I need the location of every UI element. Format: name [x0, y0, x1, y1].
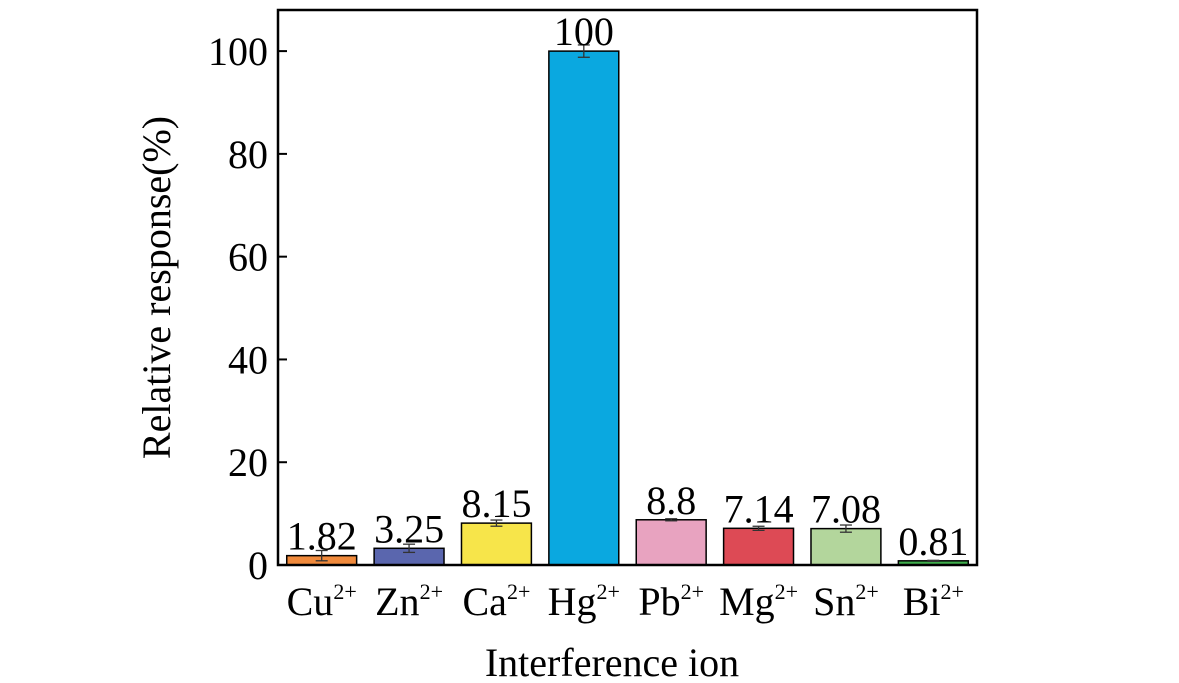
error-bar	[839, 524, 852, 533]
error-bar	[577, 44, 590, 58]
error-bar	[927, 559, 940, 563]
bar-hg	[548, 50, 620, 566]
y-tick-label: 40	[228, 337, 268, 382]
value-label: 1.82	[287, 514, 357, 559]
error-bar	[752, 525, 765, 532]
value-label: 7.08	[811, 487, 881, 532]
bar-ca	[460, 522, 533, 566]
value-label: 7.14	[724, 486, 794, 531]
bar-sn	[810, 527, 882, 566]
x-axis-category-labels: Cu2+ Zn2+ Ca2+ Hg2+ Pb2+ Mg2+ Sn2+ Bi2+	[287, 579, 964, 624]
y-tick-label: 60	[228, 235, 268, 280]
category-label: Hg2+	[548, 579, 620, 624]
error-bars-layer	[315, 44, 940, 563]
bar-pb	[635, 519, 707, 566]
error-bar	[490, 519, 503, 527]
y-tick-label: 80	[228, 132, 268, 177]
y-axis-title: Relative response(%)	[134, 116, 179, 459]
error-bar	[403, 543, 416, 554]
x-axis-title: Interference ion	[485, 640, 739, 683]
value-label: 8.8	[646, 478, 696, 523]
y-tick-label: 20	[228, 440, 268, 485]
value-label: 3.25	[374, 506, 444, 551]
value-label: 100	[554, 9, 614, 54]
y-tick-label: 0	[248, 543, 268, 588]
category-label: Ca2+	[463, 579, 531, 624]
y-tick-label: 100	[208, 29, 268, 74]
error-bar	[315, 549, 328, 562]
bars-layer	[285, 50, 970, 566]
y-axis-ticks: 0 20 40 60 80 100	[208, 29, 287, 588]
value-label: 8.15	[461, 481, 531, 526]
category-label: Bi2+	[903, 579, 964, 624]
value-label: 0.81	[898, 519, 968, 564]
value-labels-layer: 1.82 3.25 8.15 100 8.8 7.14 7.08 0.81	[287, 9, 969, 564]
error-bar	[665, 518, 678, 522]
bar-mg	[722, 527, 795, 566]
category-label: Cu2+	[287, 579, 357, 624]
category-label: Sn2+	[813, 579, 879, 624]
category-label: Zn2+	[375, 579, 443, 624]
category-label: Pb2+	[638, 579, 704, 624]
category-label: Mg2+	[719, 579, 798, 624]
plot-frame	[276, 8, 979, 567]
